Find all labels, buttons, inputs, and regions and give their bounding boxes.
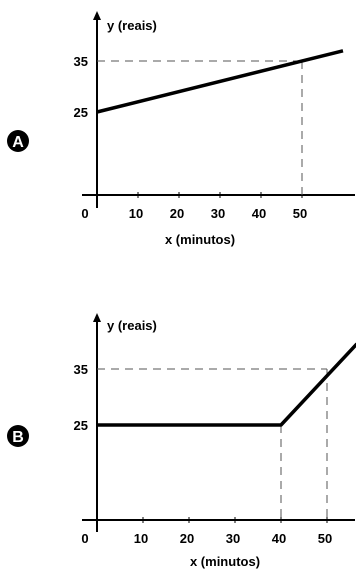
chart-b-y-tick-label: 35 bbox=[74, 362, 88, 377]
chart-a-x-tick-label: 50 bbox=[293, 206, 307, 221]
chart-a-x-tick-label: 20 bbox=[170, 206, 184, 221]
chart-a-x-tick-label: 10 bbox=[129, 206, 143, 221]
chart-a-badge-label: A bbox=[12, 134, 24, 151]
chart-b-badge: B bbox=[7, 425, 29, 447]
chart-b-y-axis-label: y (reais) bbox=[107, 318, 157, 333]
chart-a-x-axis-label: x (minutos) bbox=[165, 232, 235, 247]
chart-a-x-tick-label: 40 bbox=[252, 206, 266, 221]
chart-b: B y (reais) x (minutos) 0 10 20 30 40 50 25 35 bbox=[7, 313, 356, 569]
chart-b-x-tick-label: 0 bbox=[81, 531, 88, 546]
chart-b-x-axis-label: x (minutos) bbox=[190, 554, 260, 569]
chart-a-series-line bbox=[96, 49, 344, 114]
chart-b-series-line bbox=[97, 342, 356, 427]
chart-a-x-tick-label: 30 bbox=[211, 206, 225, 221]
chart-a-y-axis-arrow bbox=[93, 11, 101, 20]
chart-a: A y (reais) x (minutos) 0 10 20 30 40 50 25 35 bbox=[7, 11, 355, 247]
chart-b-x-tick-label: 20 bbox=[180, 531, 194, 546]
chart-a-x-tick-label: 0 bbox=[81, 206, 88, 221]
chart-a-y-tick-label: 35 bbox=[74, 54, 88, 69]
chart-a-y-tick-label: 25 bbox=[74, 105, 88, 120]
chart-b-x-tick-label: 10 bbox=[134, 531, 148, 546]
chart-b-y-axis-arrow bbox=[93, 313, 101, 322]
chart-b-x-tick-label: 30 bbox=[226, 531, 240, 546]
chart-b-x-tick-label: 40 bbox=[272, 531, 286, 546]
chart-a-badge: A bbox=[7, 130, 29, 152]
chart-b-badge-label: B bbox=[12, 429, 24, 446]
chart-b-x-tick-label: 50 bbox=[318, 531, 332, 546]
chart-a-y-axis-label: y (reais) bbox=[107, 18, 157, 33]
chart-b-y-tick-label: 25 bbox=[74, 418, 88, 433]
